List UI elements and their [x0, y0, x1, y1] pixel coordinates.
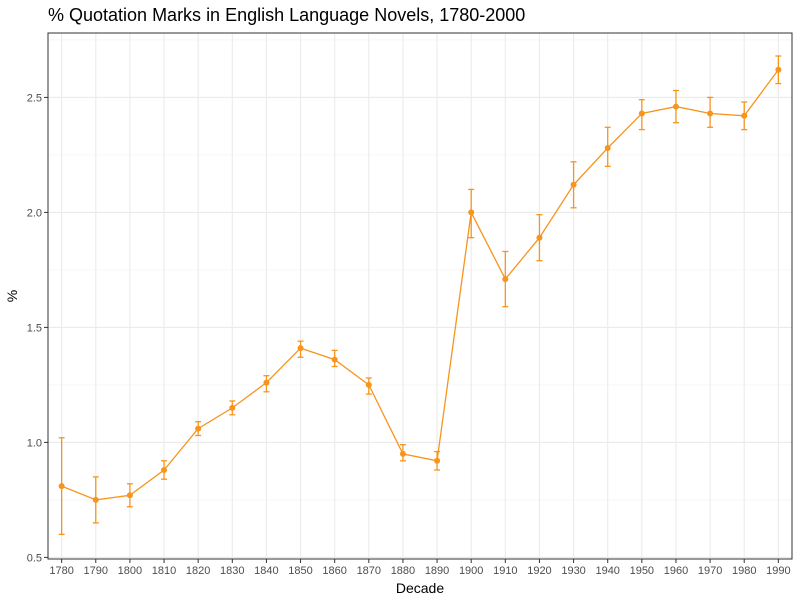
data-point: [195, 425, 202, 432]
grid-major: [48, 33, 792, 559]
data-point: [58, 483, 65, 490]
x-tick-label: 1840: [254, 565, 278, 577]
x-tick-label: 1990: [766, 565, 790, 577]
data-point: [229, 404, 236, 411]
data-point: [707, 110, 714, 117]
series-line: [61, 69, 779, 501]
data-point: [399, 450, 406, 457]
data-point: [638, 110, 645, 117]
y-axis-title: %: [4, 290, 20, 302]
data-point: [331, 356, 338, 363]
x-tick-label: 1910: [493, 565, 517, 577]
x-tick-label: 1890: [425, 565, 449, 577]
x-axis: 1780 1790 1800 1810 1820 1830 1840 1850 1860 1870…: [49, 559, 791, 577]
y-axis: 0.5 1.0 1.5 2.0 2.5: [27, 92, 48, 564]
plot-panel: [47, 32, 793, 560]
data-point: [365, 381, 372, 388]
data-point: [434, 457, 441, 464]
data-point: [775, 66, 782, 73]
data-point: [126, 492, 133, 499]
data-point: [263, 379, 270, 386]
data-point: [297, 345, 304, 352]
x-tick-label: 1810: [152, 565, 176, 577]
y-tick-label: 1.5: [27, 322, 42, 334]
x-tick-label: 1850: [288, 565, 312, 577]
data-point: [604, 144, 611, 151]
x-tick-label: 1780: [49, 565, 73, 577]
data-point: [502, 276, 509, 283]
y-tick-label: 1.0: [27, 437, 42, 449]
x-tick-label: 1930: [561, 565, 585, 577]
error-bars: [58, 55, 782, 536]
data-point: [570, 181, 577, 188]
x-tick-label: 1950: [630, 565, 654, 577]
x-tick-label: 1860: [322, 565, 346, 577]
y-tick-label: 2.0: [27, 207, 42, 219]
x-tick-label: 1940: [595, 565, 619, 577]
x-tick-label: 1920: [527, 565, 551, 577]
data-point: [161, 466, 168, 473]
x-tick-label: 1870: [357, 565, 381, 577]
data-point: [672, 103, 679, 110]
x-tick-label: 1880: [391, 565, 415, 577]
grid-minor: [48, 39, 792, 501]
x-tick-label: 1970: [698, 565, 722, 577]
x-axis-title: Decade: [396, 580, 444, 596]
x-tick-label: 1900: [459, 565, 483, 577]
x-tick-label: 1960: [664, 565, 688, 577]
x-tick-label: 1790: [84, 565, 108, 577]
y-tick-label: 0.5: [27, 552, 42, 564]
x-tick-label: 1800: [118, 565, 142, 577]
data-point: [92, 496, 99, 503]
y-tick-label: 2.5: [27, 92, 42, 104]
data-point: [741, 112, 748, 119]
data-points: [58, 66, 782, 503]
data-point: [468, 209, 475, 216]
data-point: [536, 234, 543, 241]
x-tick-label: 1980: [732, 565, 756, 577]
chart-title: % Quotation Marks in English Language No…: [48, 5, 525, 25]
x-tick-label: 1820: [186, 565, 210, 577]
x-tick-label: 1830: [220, 565, 244, 577]
